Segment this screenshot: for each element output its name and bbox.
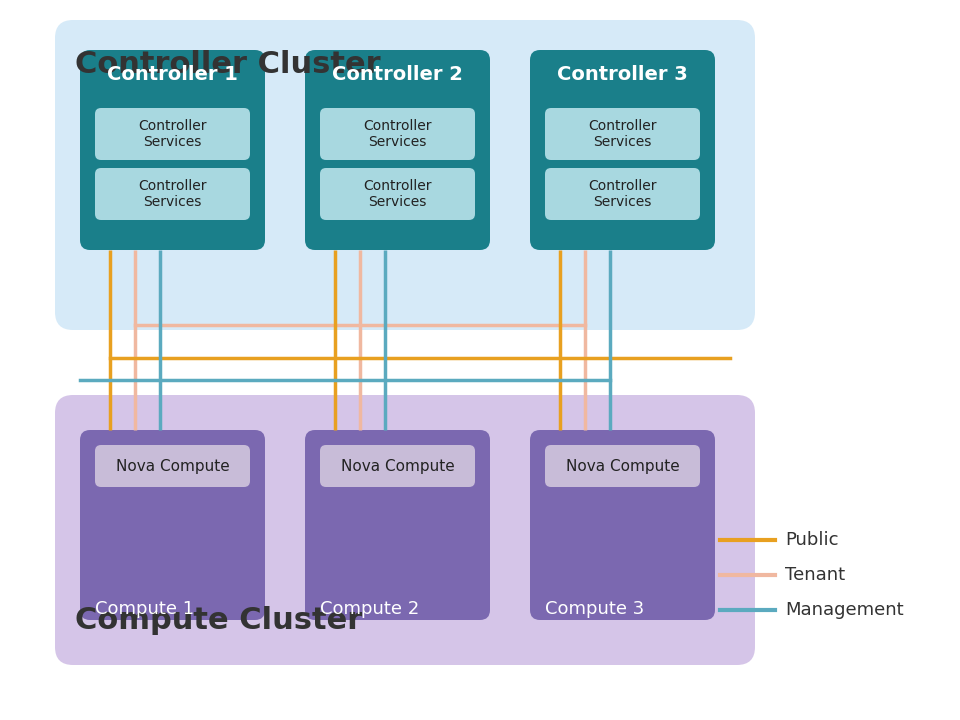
Text: Controller
Services: Controller Services [138, 179, 206, 209]
FancyBboxPatch shape [95, 108, 250, 160]
FancyBboxPatch shape [305, 430, 490, 620]
FancyBboxPatch shape [305, 50, 490, 250]
Text: Controller
Services: Controller Services [363, 179, 432, 209]
FancyBboxPatch shape [55, 20, 755, 330]
Text: Public: Public [785, 531, 838, 549]
FancyBboxPatch shape [320, 168, 475, 220]
Text: Nova Compute: Nova Compute [341, 459, 454, 474]
FancyBboxPatch shape [55, 395, 755, 665]
FancyBboxPatch shape [545, 168, 700, 220]
Text: Controller 3: Controller 3 [557, 65, 688, 84]
Text: Controller
Services: Controller Services [363, 119, 432, 149]
FancyBboxPatch shape [530, 50, 715, 250]
FancyBboxPatch shape [80, 430, 265, 620]
Text: Compute 3: Compute 3 [545, 600, 644, 618]
FancyBboxPatch shape [320, 445, 475, 487]
Text: Nova Compute: Nova Compute [565, 459, 680, 474]
FancyBboxPatch shape [545, 445, 700, 487]
Text: Controller
Services: Controller Services [588, 179, 657, 209]
FancyBboxPatch shape [320, 108, 475, 160]
FancyBboxPatch shape [530, 430, 715, 620]
FancyBboxPatch shape [95, 168, 250, 220]
Text: Compute 1: Compute 1 [95, 600, 194, 618]
Text: Tenant: Tenant [785, 566, 845, 584]
Text: Management: Management [785, 601, 903, 619]
Text: Controller Cluster: Controller Cluster [75, 50, 380, 79]
Text: Controller
Services: Controller Services [588, 119, 657, 149]
Text: Controller 2: Controller 2 [332, 65, 463, 84]
Text: Compute Cluster: Compute Cluster [75, 606, 362, 635]
Text: Controller
Services: Controller Services [138, 119, 206, 149]
Text: Controller 1: Controller 1 [108, 65, 238, 84]
Text: Compute 2: Compute 2 [320, 600, 420, 618]
FancyBboxPatch shape [545, 108, 700, 160]
FancyBboxPatch shape [95, 445, 250, 487]
FancyBboxPatch shape [80, 50, 265, 250]
Text: Nova Compute: Nova Compute [115, 459, 229, 474]
